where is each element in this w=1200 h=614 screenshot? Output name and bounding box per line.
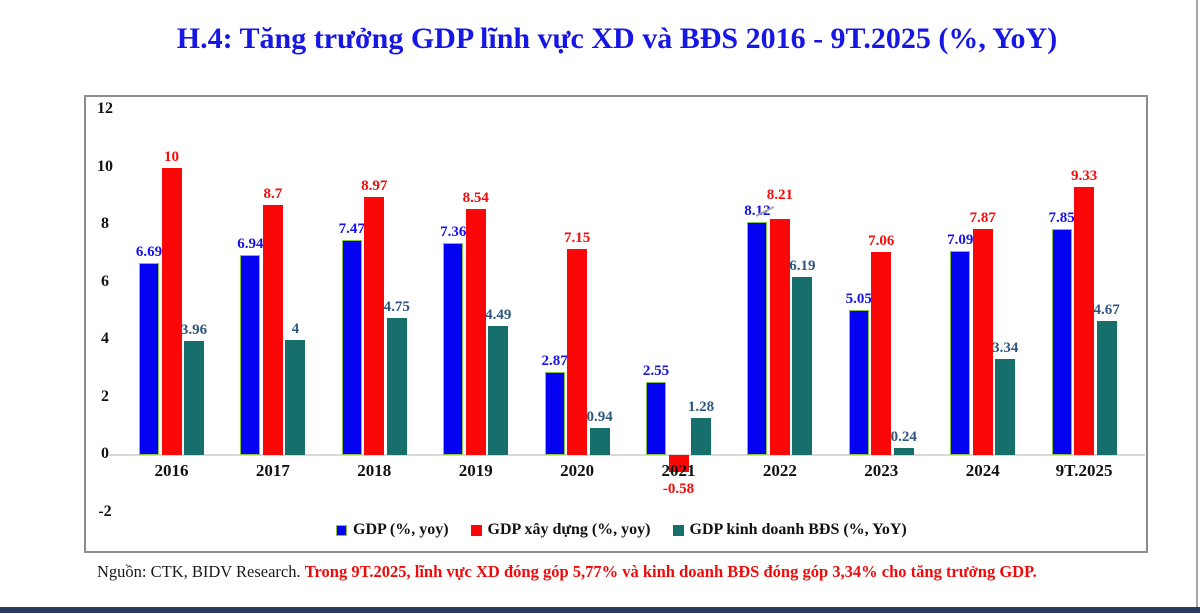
bar-bds-2021 [691, 418, 711, 455]
y-axis-tick-label: 6 [101, 272, 109, 290]
value-label-bds-2016: 3.96 [180, 322, 208, 339]
value-label-xd-2020: 7.15 [563, 230, 591, 247]
source-text: Nguồn: CTK, BIDV Research. [97, 562, 301, 581]
value-label-gdp-2017: 6.94 [237, 236, 264, 253]
bar-bds-2024 [995, 358, 1016, 455]
value-label-bds-2019: 4.49 [485, 306, 512, 323]
source-note: Nguồn: CTK, BIDV Research. Trong 9T.2025… [97, 562, 1177, 582]
value-label-bds-2018: 4.75 [383, 299, 410, 316]
value-label-gdp-2023: 5.05 [845, 290, 872, 307]
bar-gdp-2023 [848, 309, 869, 455]
y-axis-tick-label: 12 [97, 100, 113, 117]
bar-gdp-2018 [341, 240, 362, 455]
chart-plot-area: 12 10 8 6 4 2 0 -2 6.69 10 3.96 2016 6.94 8.7 4 2017 7.4… [86, 97, 1146, 551]
x-axis-category-label: 2024 [965, 461, 1000, 480]
window-edge [1196, 0, 1198, 607]
bar-xd-2022 [769, 218, 790, 455]
value-label-xd-2019: 8.54 [462, 190, 489, 207]
legend-label-xd: GDP xây dựng (%, yoy) [487, 521, 651, 538]
x-axis-category-label: 2017 [255, 461, 290, 480]
bar-gdp-2020 [544, 372, 565, 455]
value-label-xd-2021: -0.58 [662, 480, 695, 497]
value-label-gdp-2019: 7.36 [440, 224, 467, 241]
bar-bds-9T.2025 [1096, 320, 1117, 455]
value-label-bds-2020: 0.94 [586, 408, 613, 425]
value-label-bds-2017: 4 [291, 321, 300, 337]
value-label-gdp-2022: 8.12 [744, 202, 771, 219]
legend-swatch-gdp [336, 524, 347, 536]
legend-item-xd: GDP xây dựng (%, yoy) [470, 521, 651, 539]
y-axis-tick-label: 8 [101, 215, 109, 232]
y-axis-tick-label: -2 [98, 502, 112, 520]
legend-swatch-xd [470, 524, 482, 536]
x-axis-category-label: 2023 [864, 461, 899, 480]
bar-xd-2016 [161, 167, 182, 455]
value-label-gdp-2021: 2.55 [642, 362, 670, 379]
value-label-xd-2018: 8.97 [361, 178, 388, 195]
value-label-bds-2024: 3.34 [992, 339, 1019, 356]
chart-legend: GDP (%, yoy) GDP xây dựng (%, yoy) GDP kin… [336, 521, 907, 539]
bar-gdp-2019 [443, 243, 464, 455]
bar-xd-2024 [972, 228, 993, 455]
highlight-text: Trong 9T.2025, lĩnh vực XD đóng góp 5,77… [304, 562, 1037, 581]
value-label-bds-2023: 0.24 [890, 429, 917, 446]
bar-xd-2020 [567, 249, 588, 455]
x-axis-category-label: 2021 [661, 461, 696, 480]
x-axis-category-label: 2020 [560, 461, 595, 480]
x-axis-category-label: 9T.2025 [1055, 461, 1113, 480]
value-label-bds-2022: 6.19 [789, 258, 816, 275]
value-label-gdp-2024: 7.09 [947, 232, 974, 249]
bar-xd-2023 [871, 252, 892, 455]
value-label-gdp-9T.2025: 7.85 [1048, 210, 1075, 227]
value-label-xd-2023: 7.06 [868, 233, 895, 250]
y-axis-tick-label: 10 [97, 157, 113, 175]
value-label-xd-9T.2025: 9.33 [1070, 167, 1098, 184]
legend-item-bds: GDP kinh doanh BĐS (%, YoY) [672, 521, 907, 539]
bar-bds-2018 [386, 318, 407, 455]
legend-label-gdp: GDP (%, yoy) [353, 521, 449, 538]
bar-xd-2021 [668, 455, 689, 472]
chart-frame: 12 10 8 6 4 2 0 -2 6.69 10 3.96 2016 6.94 8.7 4 2017 7.4… [84, 95, 1148, 553]
bar-gdp-2016 [139, 262, 159, 455]
legend-item-gdp: GDP (%, yoy) [336, 521, 449, 539]
bar-bds-2023 [893, 448, 914, 455]
y-axis-tick-label: 4 [101, 330, 109, 347]
bar-gdp-2022 [747, 221, 768, 455]
value-label-bds-2021: 1.28 [687, 399, 715, 416]
bar-bds-2022 [792, 277, 813, 455]
page-bottom-rule [0, 607, 1200, 613]
bar-xd-9T.2025 [1074, 186, 1095, 455]
bar-gdp-2021 [646, 381, 666, 455]
x-axis-category-label: 2016 [154, 461, 189, 480]
bar-xd-2018 [364, 197, 385, 455]
bar-bds-2017 [285, 340, 306, 455]
value-label-xd-2024: 7.87 [969, 209, 996, 226]
x-axis-baseline [108, 454, 1145, 456]
bar-bds-2016 [184, 341, 204, 455]
value-label-gdp-2020: 2.87 [541, 353, 568, 370]
bar-gdp-2017 [240, 255, 261, 455]
y-axis-tick-label: 0 [101, 445, 109, 462]
value-label-xd-2022: 8.21 [766, 186, 794, 203]
x-axis-category-label: 2018 [357, 461, 392, 480]
value-label-bds-9T.2025: 4.67 [1093, 301, 1120, 318]
x-axis-category-label: 2019 [458, 461, 493, 480]
value-label-gdp-2018: 7.47 [338, 221, 365, 238]
bar-gdp-9T.2025 [1051, 229, 1072, 455]
bar-gdp-2024 [950, 251, 971, 455]
value-label-xd-2016: 10 [164, 148, 179, 165]
value-label-gdp-2016: 6.69 [135, 243, 163, 260]
bar-bds-2019 [488, 325, 509, 455]
bar-xd-2019 [465, 209, 486, 455]
bar-bds-2020 [589, 427, 610, 455]
bar-xd-2017 [262, 204, 283, 455]
y-axis-tick-label: 2 [101, 387, 109, 405]
value-label-xd-2017: 8.7 [263, 185, 283, 202]
chart-title: H.4: Tăng trưởng GDP lĩnh vực XD và BĐS … [176, 22, 1058, 55]
legend-swatch-bds [672, 524, 684, 536]
legend-label-bds: GDP kinh doanh BĐS (%, YoY) [689, 521, 907, 538]
x-axis-category-label: 2022 [762, 461, 797, 480]
